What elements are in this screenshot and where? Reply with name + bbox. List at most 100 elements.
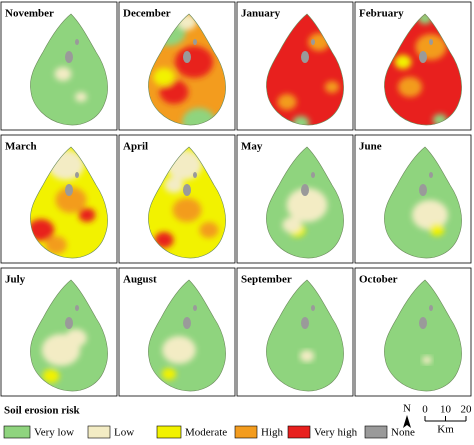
scale-label: 0	[422, 404, 428, 416]
island-map	[148, 280, 226, 392]
none-zone	[419, 184, 427, 196]
none-zone	[429, 172, 433, 178]
risk-zones	[154, 150, 219, 248]
risk-zone	[45, 236, 67, 254]
risk-zone	[164, 177, 184, 193]
risk-zone	[412, 200, 448, 230]
none-zone	[193, 305, 197, 311]
panel-label: July	[5, 274, 26, 286]
risk-zones	[412, 200, 448, 236]
none-zone	[183, 317, 191, 329]
none-zone	[193, 172, 197, 178]
risk-zone	[199, 222, 219, 238]
none-zone	[311, 305, 315, 311]
none-zone	[65, 51, 73, 63]
scale-unit: Km	[437, 424, 454, 436]
none-zone	[75, 305, 79, 311]
risk-zone	[161, 368, 177, 380]
risk-zones	[30, 150, 96, 254]
none-zone	[419, 317, 427, 329]
risk-zone	[42, 369, 60, 383]
map-panel: November	[0, 1, 118, 131]
risk-zones	[299, 350, 315, 362]
scale-label: 20	[461, 404, 473, 416]
north-label: N	[403, 403, 411, 415]
map-panel: December	[118, 1, 236, 131]
legend-title: Soil erosion risk	[4, 405, 80, 417]
none-zone	[429, 305, 433, 311]
risk-zones	[41, 329, 87, 383]
risk-zone	[394, 55, 412, 69]
legend-swatch	[87, 425, 111, 439]
island-map	[384, 147, 462, 259]
panel-label: January	[241, 8, 281, 20]
risk-zone	[182, 108, 216, 126]
risk-zones	[54, 67, 87, 102]
risk-zone	[54, 67, 72, 81]
island-map	[30, 14, 108, 126]
none-zone	[311, 172, 315, 178]
risk-zone	[299, 350, 315, 362]
island-map	[30, 147, 108, 259]
map-panel: July	[0, 267, 118, 397]
none-zone	[301, 184, 309, 196]
legend-label: Very low	[34, 427, 74, 439]
panel-label: March	[5, 141, 37, 153]
map-panel: October	[354, 267, 472, 397]
none-zone	[301, 51, 309, 63]
legend-label: None	[391, 427, 415, 439]
risk-zone	[422, 356, 432, 364]
island-map	[30, 280, 108, 392]
risk-zone	[286, 188, 328, 222]
legend-label: Moderate	[185, 427, 227, 439]
legend-swatch	[156, 425, 182, 439]
island-map	[266, 280, 344, 392]
risk-zone	[153, 68, 175, 86]
map-panel: May	[236, 134, 354, 264]
risk-zone	[172, 198, 202, 222]
panel-label: February	[359, 8, 404, 20]
risk-zone	[154, 232, 174, 248]
none-zone	[65, 317, 73, 329]
panel-label: December	[123, 8, 171, 20]
panel-label: September	[241, 274, 292, 286]
none-zone	[311, 39, 315, 45]
island-map	[266, 147, 344, 259]
island-map	[148, 147, 226, 259]
risk-zones	[422, 356, 432, 364]
north-arrow	[403, 415, 411, 428]
map-panel: June	[354, 134, 472, 264]
legend-label: Low	[114, 427, 134, 439]
panel-label: June	[359, 141, 382, 153]
risk-zone	[429, 224, 445, 236]
none-zone	[75, 39, 79, 45]
none-zone	[75, 172, 79, 178]
risk-zone	[324, 81, 340, 93]
none-zone	[429, 39, 433, 45]
legend-label: High	[261, 427, 284, 439]
risk-zone	[277, 94, 297, 110]
panel-label: April	[123, 141, 148, 153]
legend-swatch	[234, 425, 258, 439]
none-zone	[65, 184, 73, 196]
risk-zone	[159, 80, 189, 104]
legend-swatch	[364, 425, 388, 439]
panel-label: May	[241, 141, 263, 153]
none-zone	[183, 184, 191, 196]
map-panel: August	[118, 267, 236, 397]
island-map	[384, 14, 462, 126]
risk-zone	[292, 116, 310, 126]
panel-label: October	[359, 274, 398, 286]
risk-zone	[162, 336, 196, 364]
panel-label: August	[123, 274, 157, 286]
none-zone	[193, 39, 197, 45]
risk-zone	[398, 77, 422, 97]
map-panel: January	[236, 1, 354, 131]
map-panel: March	[0, 134, 118, 264]
risk-zone	[65, 329, 87, 347]
risk-zone	[55, 187, 87, 213]
legend-label: Very high	[314, 427, 358, 439]
legend-swatch	[287, 425, 311, 439]
risk-zones	[277, 33, 340, 126]
